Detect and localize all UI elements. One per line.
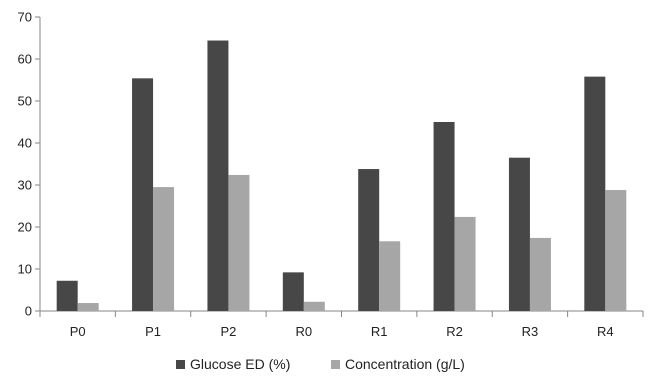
x-tick-label: R0 [296, 324, 313, 339]
x-tick-label: R1 [371, 324, 388, 339]
legend: Glucose ED (%) Concentration (g/L) [176, 356, 465, 372]
bar-glucose-ed [433, 122, 455, 311]
y-axis: 0 10 20 30 40 50 60 70 [18, 10, 41, 319]
bar-glucose-ed [508, 157, 530, 311]
y-tick-label: 0 [25, 304, 32, 319]
bar-glucose-ed [132, 78, 154, 311]
y-tick-label: 20 [18, 220, 32, 235]
legend-swatch [176, 360, 185, 369]
y-tick-label: 70 [18, 10, 32, 25]
x-tick-label: R4 [597, 324, 614, 339]
legend-swatch [331, 360, 340, 369]
bar-glucose-ed [358, 169, 380, 311]
bar-concentration [605, 190, 627, 311]
bar-concentration [454, 216, 476, 311]
bar-glucose-ed [207, 40, 229, 312]
y-tick-label: 10 [18, 262, 32, 277]
y-tick-label: 40 [18, 136, 32, 151]
bar-concentration [529, 237, 551, 311]
x-tick-label: R2 [446, 324, 463, 339]
bars [56, 40, 627, 312]
x-tick-label: P0 [70, 324, 86, 339]
bar-glucose-ed [56, 280, 78, 311]
x-axis: P0 P1 P2 R0 R1 R2 R3 R4 [39, 310, 644, 339]
legend-label: Glucose ED (%) [190, 356, 290, 372]
bar-glucose-ed [584, 76, 606, 311]
bar-glucose-ed [282, 272, 304, 311]
x-tick-label: P1 [145, 324, 161, 339]
bar-concentration [303, 301, 325, 311]
x-tick-label: P2 [220, 324, 236, 339]
x-tick-label: R3 [522, 324, 539, 339]
y-tick-label: 30 [18, 178, 32, 193]
bar-concentration [228, 174, 250, 311]
bar-concentration [379, 241, 401, 311]
legend-label: Concentration (g/L) [345, 356, 465, 372]
bar-concentration [77, 303, 99, 311]
y-tick-label: 60 [18, 52, 32, 67]
bar-concentration [153, 187, 175, 311]
y-tick-label: 50 [18, 94, 32, 109]
